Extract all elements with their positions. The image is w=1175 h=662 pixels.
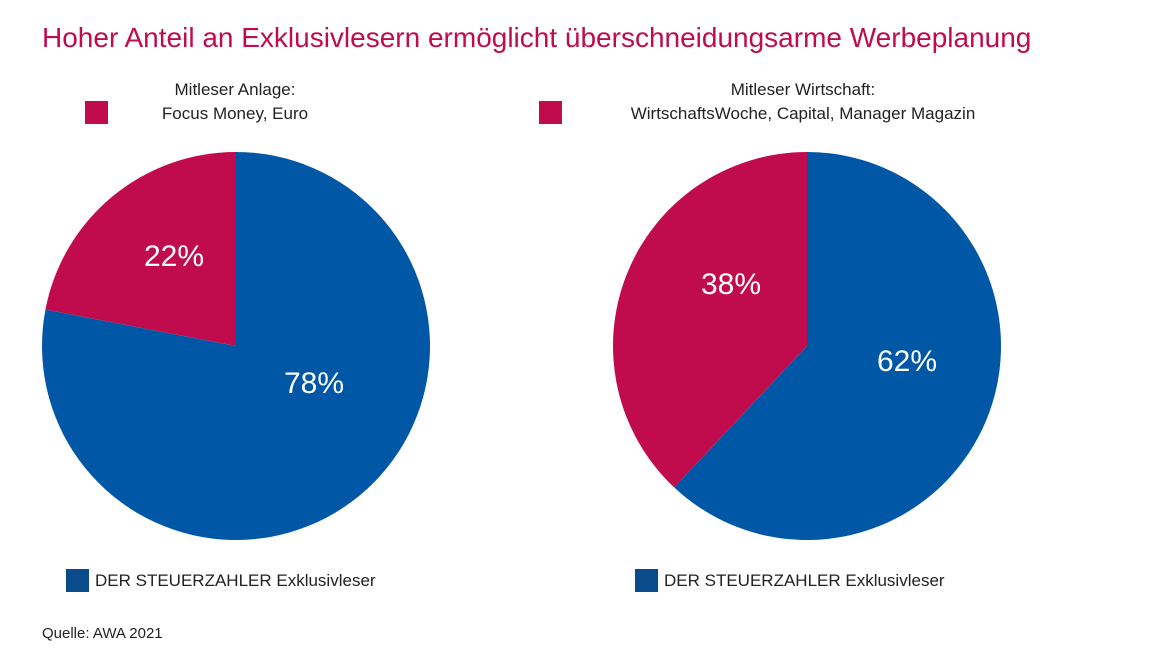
pie-slice-label-exclusive: 62% xyxy=(877,345,937,378)
legend-coreaders-right: Mitleser Wirtschaft: WirtschaftsWoche, C… xyxy=(592,78,1014,126)
pie-slice-coreaders xyxy=(613,152,807,488)
pie-chart-wirtschaft: 38% 62% xyxy=(613,152,1002,540)
legend-coreaders-left-line2: Focus Money, Euro xyxy=(161,104,309,123)
pie-slice-label-coreaders: 38% xyxy=(701,268,761,301)
legend-exclusive-left: DER STEUERZAHLER Exklusivleser xyxy=(95,571,376,590)
legend-coreaders-left-line1: Mitleser Anlage: xyxy=(174,80,296,99)
legend-coreaders-left: Mitleser Anlage: Focus Money, Euro xyxy=(130,78,340,126)
legend-swatch-exclusive-left xyxy=(66,569,89,592)
pie-chart-anlage: 22% 78% xyxy=(41,152,431,540)
legend-coreaders-right-line1: Mitleser Wirtschaft: xyxy=(730,80,876,99)
pie-slice-exclusive xyxy=(41,152,431,540)
pie-slice-label-exclusive: 78% xyxy=(284,367,344,400)
legend-swatch-coreaders-left xyxy=(85,101,108,124)
legend-swatch-coreaders-right xyxy=(539,101,562,124)
pie-slice-exclusive xyxy=(674,152,1002,540)
pie-slice-label-coreaders: 22% xyxy=(144,240,204,273)
chart-title: Hoher Anteil an Exklusivlesern ermöglich… xyxy=(42,22,1032,53)
legend-coreaders-right-line2: WirtschaftsWoche, Capital, Manager Magaz… xyxy=(630,104,976,123)
pie-slice-coreaders xyxy=(45,152,236,346)
legend-exclusive-right: DER STEUERZAHLER Exklusivleser xyxy=(664,571,945,590)
legend-swatch-exclusive-right xyxy=(635,569,658,592)
source-note: Quelle: AWA 2021 xyxy=(42,625,163,642)
